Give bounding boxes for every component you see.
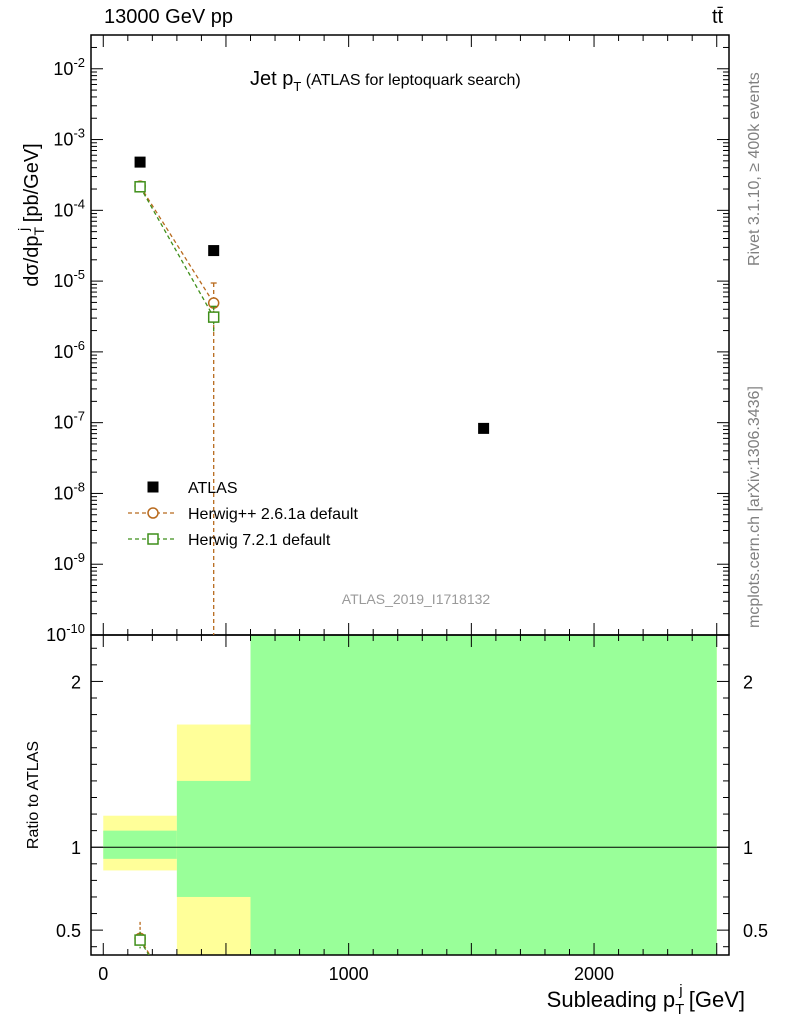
series-1 [134,180,220,635]
legend-label: ATLAS [188,480,238,497]
legend-item: Herwig++ 2.6.1a default [128,506,358,523]
legend-marker [147,507,159,519]
ratio-y-tick-label-right: 0.5 [743,921,768,941]
data-point [134,181,146,193]
main-y-ticks [91,34,729,636]
x-tick-label: 2000 [574,964,614,984]
ratio-bands [103,635,717,955]
x-ticks [102,35,718,955]
legend-marker [147,533,159,545]
y-tick-label: 10-3 [53,126,85,150]
legend-item: ATLAS [147,480,238,497]
data-point [207,311,220,323]
legend: ATLAS Herwig++ 2.6.1a default Herwig 7.2.1… [128,480,358,549]
legend-label: Herwig++ 2.6.1a default [188,506,358,523]
data-point [208,245,220,257]
series-2 [134,181,220,333]
ratio-y-tick-label: 1 [71,838,81,858]
series-line [139,186,215,318]
x-tick-label: 0 [98,964,108,984]
ratio-plot-frame [90,634,730,956]
data-point [478,422,490,434]
analysis-id-label: ATLAS_2019_I1718132 [342,591,491,607]
stat-uncertainty-band [176,780,251,897]
y-tick-label: 10-8 [53,479,85,503]
energy-label: 13000 GeV pp [104,6,233,28]
ratio-y-tick-label: 2 [71,672,81,692]
x-tick-label: 1000 [329,964,369,984]
main-y-axis-label: dσ/dpTj [pb/GeV] [15,143,47,286]
y-tick-label: 10-6 [53,338,85,362]
y-tick-label: 10-4 [53,196,85,220]
legend-marker [147,481,159,493]
y-tick-label: 10-10 [46,621,85,645]
ratio-y-ticks [91,647,729,948]
ratio-series [134,921,151,955]
ratio-y-tick-label: 0.5 [56,921,81,941]
ratio-data-point [134,934,146,946]
main-plot-frame [90,34,730,636]
y-tick-label: 10-2 [53,55,85,79]
series-0 [134,156,490,434]
main-series [134,156,490,635]
series-line [139,185,215,304]
data-point [134,156,146,168]
y-tick-label: 10-7 [53,409,85,433]
legend-label: Herwig 7.2.1 default [188,532,331,549]
y-tick-label: 10-5 [53,267,85,291]
ratio-y-tick-label-right: 1 [743,838,753,858]
stat-uncertainty-band [103,830,177,859]
ratio-series-1 [134,931,150,955]
y-tick-label: 10-9 [53,550,85,574]
x-axis-label: Subleading pTj [GeV] [547,982,745,1018]
ratio-y-tick-label-right: 2 [743,672,753,692]
legend-item: Herwig 7.2.1 default [128,532,331,549]
stat-uncertainty-band [250,635,717,955]
chart-title: Jet pT (ATLAS for leptoquark search) [250,68,521,94]
ratio-y-axis-label: Ratio to ATLAS [25,741,42,849]
process-label: tt̄ [712,6,724,28]
